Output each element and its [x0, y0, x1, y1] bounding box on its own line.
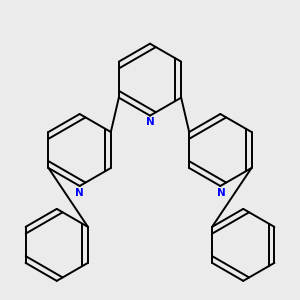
- Text: N: N: [146, 117, 154, 127]
- Text: N: N: [75, 188, 83, 198]
- Text: N: N: [217, 188, 225, 198]
